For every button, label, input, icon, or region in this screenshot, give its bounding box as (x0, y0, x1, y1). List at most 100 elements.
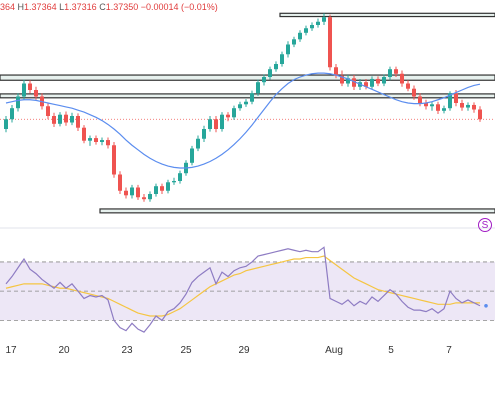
candle (34, 86, 38, 100)
candle (430, 101, 434, 111)
candle (52, 112, 56, 128)
x-axis: 17 20 23 25 29 Aug 5 7 (5, 345, 452, 356)
candle-body (238, 104, 242, 109)
candle (202, 125, 206, 142)
candle-body (178, 173, 182, 181)
candle (64, 111, 68, 126)
candle (94, 135, 98, 145)
candle-body (124, 190, 128, 196)
candle (310, 22, 314, 31)
candle-body (88, 138, 92, 141)
candle (442, 105, 446, 114)
candle-body (430, 104, 434, 107)
candle-body (352, 78, 356, 87)
candle-body (226, 114, 230, 118)
candle-body (46, 106, 50, 116)
rsi-last-dot (484, 303, 488, 308)
moving-average-line (5, 72, 481, 169)
candle (478, 106, 482, 122)
candle (250, 90, 254, 105)
candle (148, 191, 152, 202)
candle (292, 36, 296, 48)
candle (352, 75, 356, 90)
candle (286, 41, 290, 58)
candle (280, 51, 284, 67)
candle (142, 194, 146, 202)
x-tick-label: Aug (325, 345, 343, 356)
candle (100, 137, 104, 146)
candle-body (448, 93, 452, 109)
candle-body (286, 44, 290, 55)
candle-body (322, 17, 326, 22)
candle-body (376, 78, 380, 84)
candle (106, 137, 110, 149)
candle (226, 112, 230, 122)
candle-body (28, 83, 32, 90)
candle (346, 75, 350, 87)
candle-body (310, 25, 314, 29)
rsi-signal-line (5, 255, 480, 317)
candle (424, 99, 428, 110)
candle-body (106, 140, 110, 146)
candle-body (64, 114, 68, 123)
candle (214, 116, 218, 133)
candle-body (298, 32, 302, 40)
candle-body (190, 148, 194, 163)
candle (70, 112, 74, 126)
candle-body (418, 96, 422, 103)
candle-body (292, 39, 296, 45)
candle-body (340, 75, 344, 84)
candle-body (280, 54, 284, 64)
candle-body (304, 28, 308, 33)
candle-body (442, 108, 446, 111)
x-tick-label: 23 (121, 345, 133, 356)
candle-body (58, 114, 62, 124)
candle-body (268, 69, 272, 77)
candle (412, 85, 416, 100)
candle (256, 79, 260, 96)
candle (196, 135, 200, 152)
price-pane[interactable] (0, 12, 495, 214)
zone-2 (0, 74, 495, 81)
candle (406, 80, 410, 92)
candle (118, 171, 122, 194)
candle-body (382, 77, 386, 84)
candle-body (466, 104, 470, 108)
candle (190, 145, 194, 166)
rsi-pane[interactable] (0, 246, 495, 333)
candle-body (256, 82, 260, 94)
candle (370, 76, 374, 90)
zone-4 (99, 208, 495, 214)
candle-body (34, 90, 38, 97)
candle-body (370, 78, 374, 87)
candle (334, 64, 338, 79)
candle-body (10, 108, 14, 120)
candle (376, 76, 380, 87)
candle-body (130, 187, 134, 196)
candle-body (172, 181, 176, 183)
candle (130, 184, 134, 199)
candle (58, 112, 62, 127)
candle-body (454, 93, 458, 103)
candle (394, 66, 398, 77)
candle (136, 184, 140, 200)
x-tick-label: 17 (5, 345, 17, 356)
candle-body (208, 119, 212, 129)
candle (238, 101, 242, 111)
candle-body (4, 119, 8, 129)
zone-3 (0, 93, 495, 99)
candle (4, 116, 8, 133)
candle-body (148, 194, 152, 200)
candle (436, 101, 440, 115)
candle (166, 179, 170, 194)
candle (316, 18, 320, 28)
candle (232, 105, 236, 120)
ohlc-high-label: H (17, 2, 25, 12)
candle-body (406, 83, 410, 89)
candle (88, 135, 92, 146)
tradingview-logo-icon[interactable]: S (478, 218, 492, 232)
candle-body (160, 186, 164, 191)
candle-body (76, 116, 80, 128)
candle-body (82, 127, 86, 141)
